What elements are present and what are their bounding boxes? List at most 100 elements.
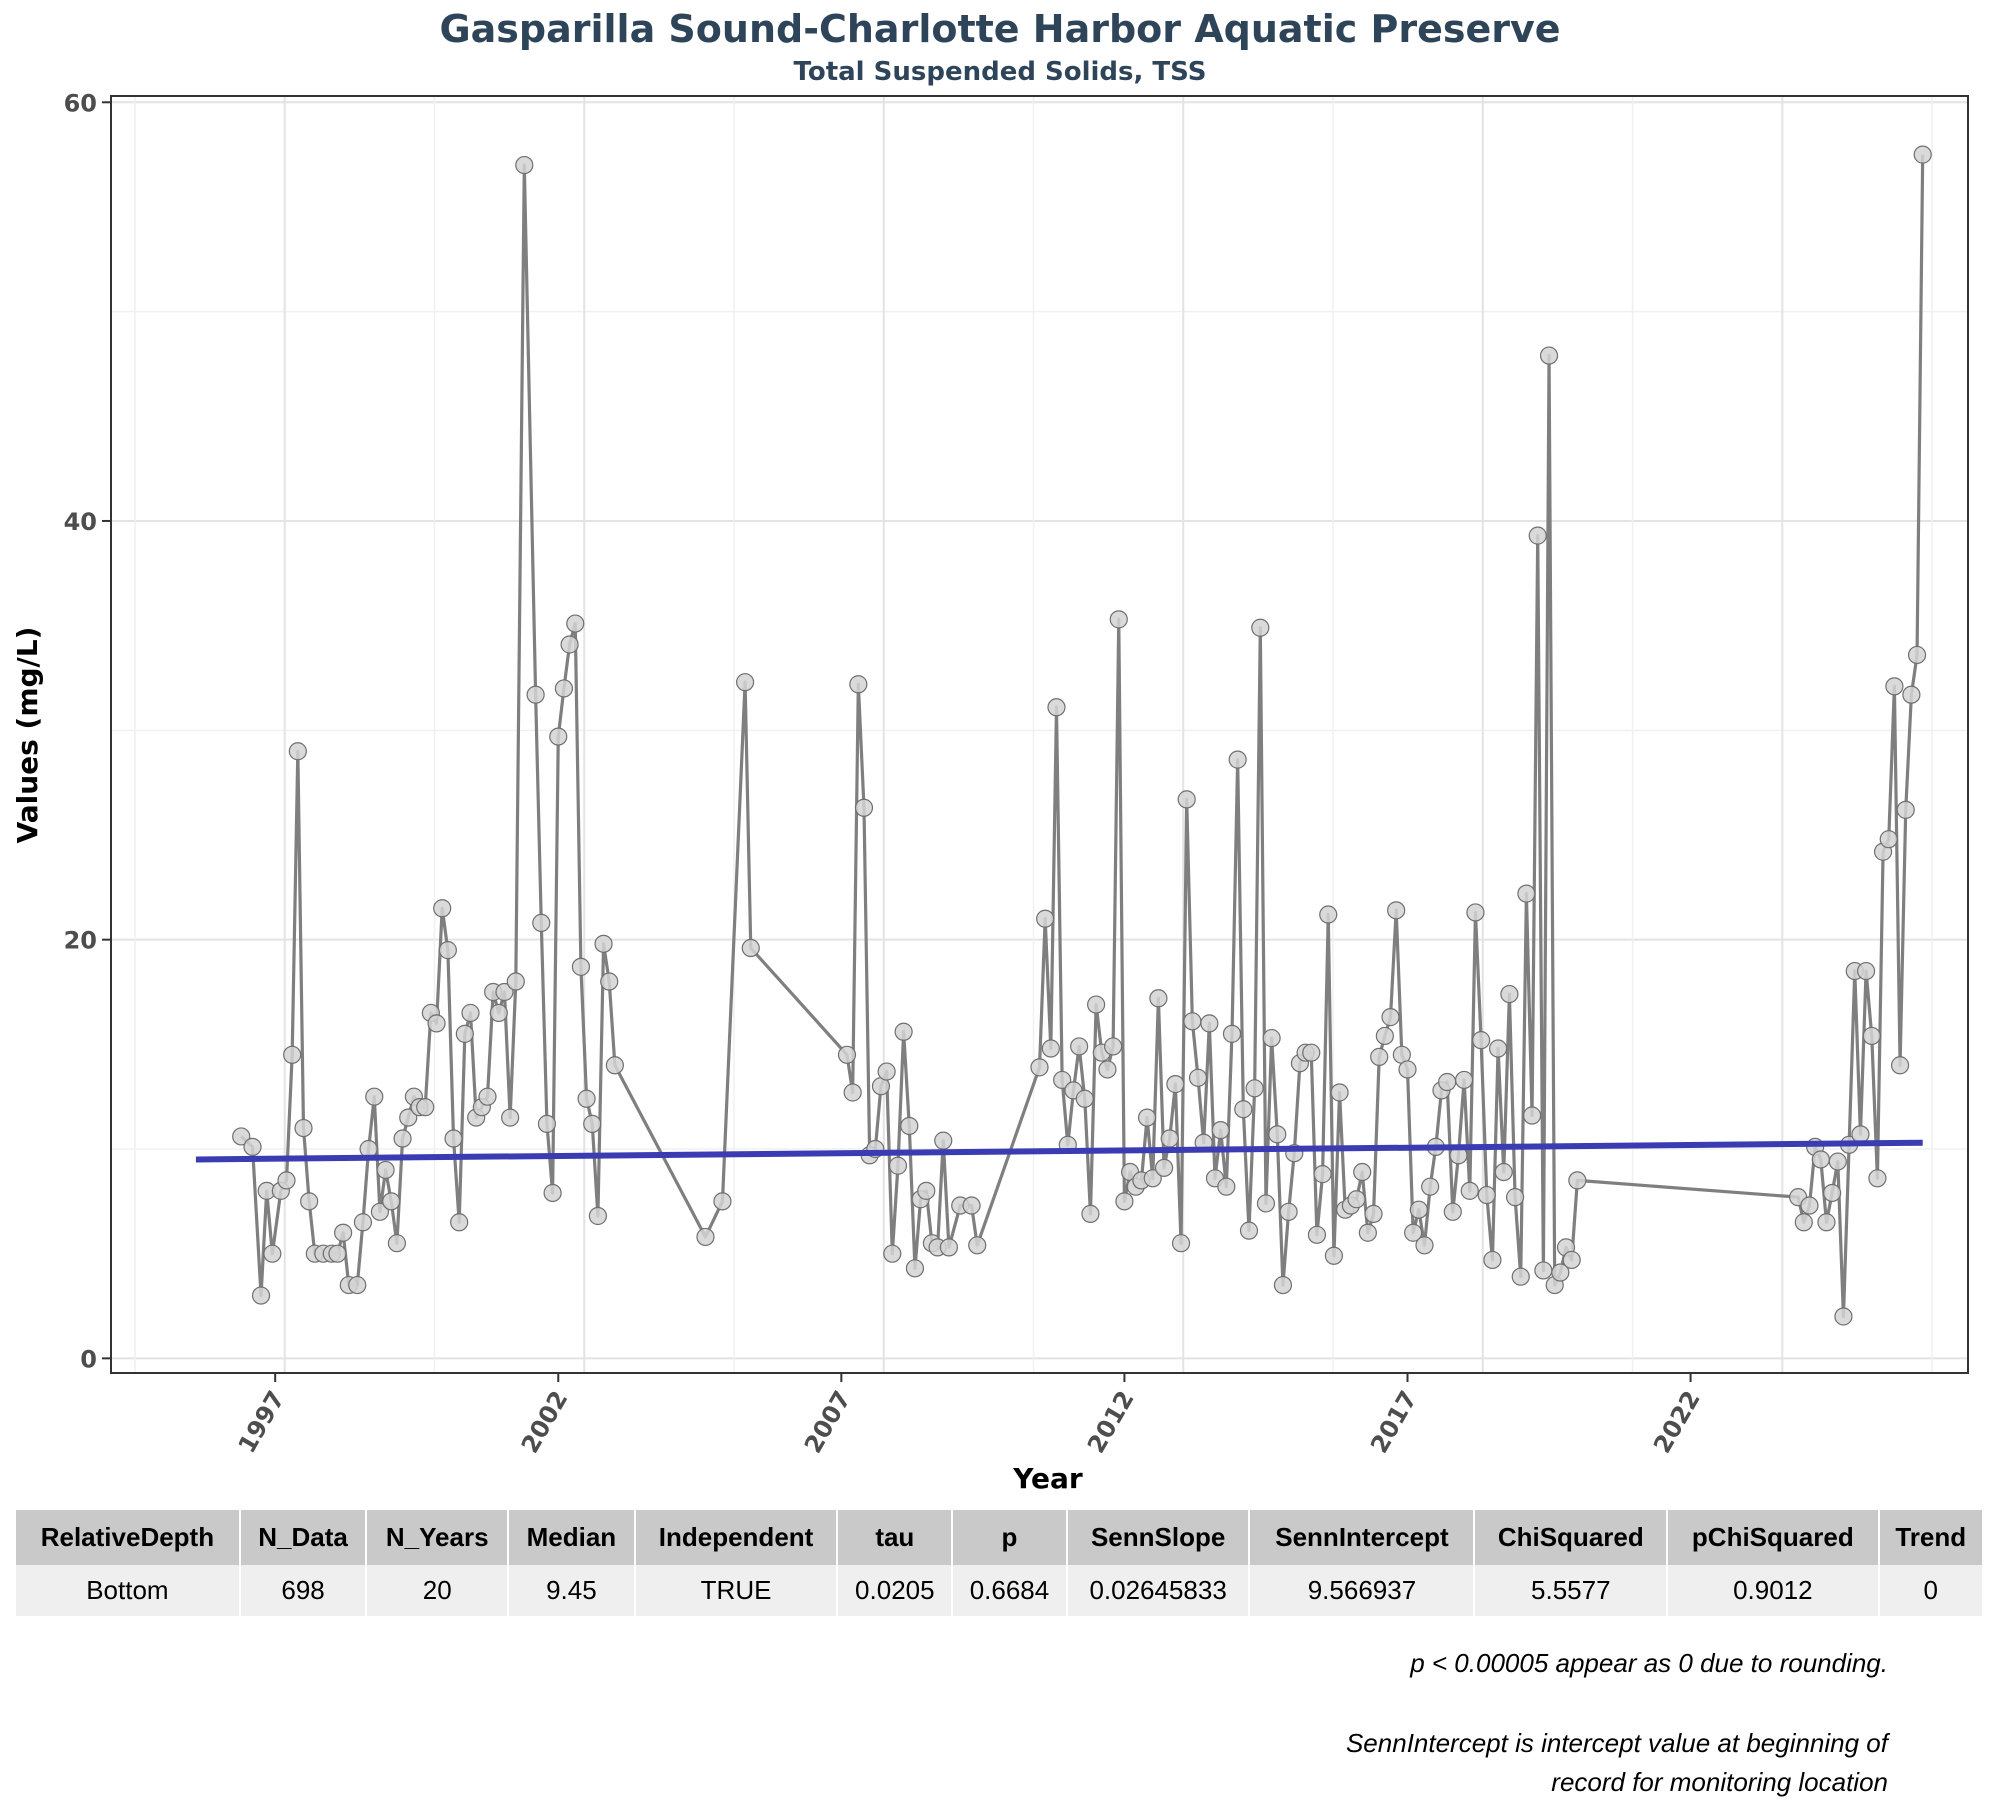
data-point <box>1907 645 1927 665</box>
data-point <box>962 1196 981 1215</box>
data-point <box>1222 1024 1242 1043</box>
table-cell: 0.6684 <box>952 1565 1068 1616</box>
table-cell: 0.9012 <box>1667 1565 1880 1616</box>
data-point <box>554 679 574 698</box>
data-point <box>489 1003 508 1023</box>
data-point <box>1562 1250 1581 1270</box>
data-point <box>883 1244 902 1263</box>
plot-background <box>111 96 1968 1373</box>
data-point <box>877 1062 896 1081</box>
stats-header-row: RelativeDepth N_Data N_Years Median Independ… <box>16 1510 1985 1565</box>
data-point <box>571 957 591 976</box>
data-point <box>1115 1192 1134 1211</box>
data-point <box>1183 1012 1202 1031</box>
data-point <box>1409 1200 1428 1219</box>
data-point <box>1387 901 1406 920</box>
data-point <box>588 1206 607 1226</box>
data-point <box>328 1244 347 1263</box>
data-point <box>1890 1056 1910 1075</box>
data-point <box>1375 1026 1394 1046</box>
data-point <box>450 1213 469 1232</box>
data-point <box>334 1223 353 1242</box>
data-point <box>735 673 755 692</box>
senn-trend-line <box>195 1139 1923 1163</box>
data-point <box>1381 1008 1400 1027</box>
table-cell: 20 <box>366 1565 510 1616</box>
data-point <box>1098 1060 1117 1079</box>
data-point <box>283 1045 302 1064</box>
column-header: Trend <box>1878 1510 1985 1565</box>
column-header: tau <box>837 1510 954 1565</box>
data-point <box>1347 1190 1366 1209</box>
data-point <box>370 1202 390 1221</box>
chart-subtitle: Total Suspended Solids, TSS <box>794 57 1207 87</box>
plot-border <box>110 95 1969 1374</box>
data-point <box>1217 1177 1236 1196</box>
data-point <box>1228 750 1247 769</box>
table-cell: 5.5577 <box>1474 1565 1669 1616</box>
intercept-note-line-1: SennIntercept is intercept value at begi… <box>1345 1728 1888 1758</box>
x-axis: 1997 2002 2007 2012 2017 2022 <box>233 1373 1706 1458</box>
y-tick-label: 60 <box>64 89 97 117</box>
data-point <box>532 913 551 933</box>
data-point <box>1438 1072 1457 1092</box>
data-point <box>1817 1213 1836 1232</box>
data-point <box>1455 1070 1474 1090</box>
x-axis-title: Year <box>1012 1462 1083 1495</box>
stats-table: RelativeDepth N_Data N_Years Median Independ… <box>16 1510 1985 1616</box>
data-point <box>526 685 545 704</box>
data-point <box>1800 1196 1819 1215</box>
data-point <box>495 982 514 1002</box>
column-header: Independent <box>634 1510 839 1565</box>
data-point <box>506 972 525 991</box>
data-point <box>1885 677 1904 696</box>
data-point <box>1075 1089 1094 1108</box>
data-point <box>461 1003 480 1023</box>
data-point <box>1239 1221 1259 1240</box>
data-point <box>968 1236 987 1255</box>
data-point <box>1149 989 1168 1008</box>
data-point <box>1460 1181 1479 1200</box>
data-point <box>1370 1047 1389 1066</box>
data-point <box>1868 1169 1887 1188</box>
column-header: SennSlope <box>1066 1510 1251 1565</box>
column-header: Median <box>508 1510 636 1565</box>
data-point <box>478 1087 497 1106</box>
data-point <box>549 727 568 746</box>
table-cell: Bottom <box>16 1565 241 1616</box>
y-axis: 0 20 40 60 <box>64 89 111 1373</box>
column-header: pChiSquared <box>1667 1510 1880 1565</box>
x-tick-label: 2002 <box>516 1386 574 1458</box>
data-point <box>1568 1171 1587 1190</box>
data-point <box>1443 1202 1462 1221</box>
data-point <box>1104 1037 1123 1056</box>
data-point <box>353 1213 373 1232</box>
data-point <box>416 1098 435 1117</box>
y-tick-label: 20 <box>64 927 97 955</box>
data-point <box>1307 1225 1327 1244</box>
trend-line <box>195 1139 1923 1163</box>
chart-title: Gasparilla Sound-Charlotte Harbor Aquati… <box>439 7 1560 51</box>
y-axis-title: Values (mg/L) <box>11 627 44 844</box>
data-point <box>939 1238 959 1257</box>
data-point <box>888 1156 908 1175</box>
data-point <box>1319 905 1338 924</box>
data-point <box>917 1181 936 1200</box>
data-point <box>1053 1070 1072 1090</box>
data-point <box>438 941 457 960</box>
data-point <box>854 798 874 817</box>
table-cell: 698 <box>239 1565 368 1616</box>
data-point <box>501 1108 520 1127</box>
data-point <box>934 1131 953 1150</box>
data-point <box>1488 1039 1508 1058</box>
data-point <box>300 1192 319 1211</box>
data-point <box>1154 1158 1174 1177</box>
data-point <box>1160 1129 1179 1148</box>
data-point <box>1364 1204 1383 1223</box>
y-tick-label: 40 <box>64 508 97 536</box>
data-point <box>232 1127 251 1146</box>
data-point <box>1483 1250 1502 1270</box>
data-point <box>399 1108 418 1127</box>
data-point <box>1551 1263 1570 1282</box>
data-point <box>1879 830 1898 849</box>
